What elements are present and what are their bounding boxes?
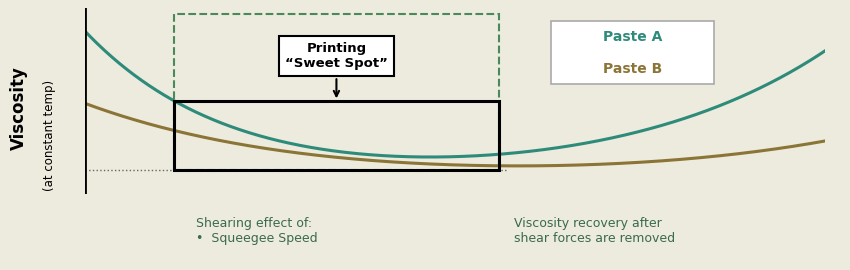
- Bar: [173, 14, 499, 170]
- Text: Shearing effect of:
•  Squeegee Speed: Shearing effect of: • Squeegee Speed: [196, 217, 318, 245]
- Text: Viscosity recovery after
shear forces are removed: Viscosity recovery after shear forces ar…: [514, 217, 675, 245]
- Text: Printing
“Sweet Spot”: Printing “Sweet Spot”: [285, 42, 388, 96]
- Text: (at constant temp): (at constant temp): [42, 79, 56, 191]
- Text: Paste B: Paste B: [603, 62, 662, 76]
- Bar: [173, 101, 499, 170]
- Point: [502, 170, 512, 173]
- Text: Viscosity: Viscosity: [9, 66, 28, 150]
- Text: Paste A: Paste A: [603, 31, 662, 45]
- Bar: [551, 21, 713, 85]
- Point: [80, 170, 90, 173]
